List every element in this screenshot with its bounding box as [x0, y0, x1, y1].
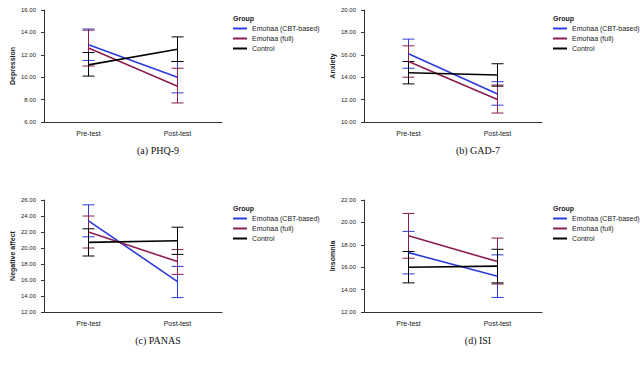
svg-text:Anxiety: Anxiety	[329, 53, 337, 78]
svg-text:14.00: 14.00	[21, 29, 37, 35]
svg-text:Group: Group	[553, 15, 574, 23]
svg-text:22.00: 22.00	[21, 229, 37, 235]
svg-text:18.00: 18.00	[341, 29, 357, 35]
svg-text:Control: Control	[252, 235, 275, 242]
svg-text:Emohaa (full): Emohaa (full)	[252, 225, 294, 233]
svg-text:14.00: 14.00	[21, 293, 37, 299]
svg-text:18.00: 18.00	[21, 261, 37, 267]
svg-text:Emohaa (CBT-based): Emohaa (CBT-based)	[572, 25, 640, 33]
svg-text:16.00: 16.00	[341, 52, 357, 58]
svg-text:Emohaa (full): Emohaa (full)	[572, 35, 614, 43]
svg-text:10.00: 10.00	[21, 74, 37, 80]
svg-text:Post-test: Post-test	[484, 130, 512, 137]
svg-text:Negative affect: Negative affect	[9, 230, 17, 280]
svg-text:Insomnia: Insomnia	[329, 241, 336, 272]
svg-text:Pre-test: Pre-test	[396, 320, 421, 327]
svg-text:(c) PANAS: (c) PANAS	[135, 335, 180, 347]
svg-text:Post-test: Post-test	[164, 320, 192, 327]
svg-text:(d) ISI: (d) ISI	[465, 335, 491, 347]
svg-text:Pre-test: Pre-test	[76, 320, 101, 327]
svg-text:8.00: 8.00	[24, 97, 36, 103]
svg-text:20.00: 20.00	[341, 7, 357, 13]
svg-text:(b) GAD-7: (b) GAD-7	[456, 145, 500, 157]
svg-text:6.00: 6.00	[24, 119, 36, 125]
svg-text:16.00: 16.00	[341, 264, 357, 270]
svg-text:12.00: 12.00	[341, 309, 357, 315]
svg-text:Control: Control	[252, 45, 275, 52]
svg-text:Control: Control	[572, 235, 595, 242]
svg-text:Emohaa (CBT-based): Emohaa (CBT-based)	[252, 25, 320, 33]
svg-text:(a) PHQ-9: (a) PHQ-9	[137, 145, 179, 157]
svg-text:Group: Group	[233, 15, 254, 23]
svg-text:12.00: 12.00	[21, 309, 37, 315]
svg-text:14.00: 14.00	[341, 287, 357, 293]
svg-text:20.00: 20.00	[341, 219, 357, 225]
svg-text:Post-test: Post-test	[484, 320, 512, 327]
svg-text:Emohaa (full): Emohaa (full)	[252, 35, 294, 43]
svg-text:26.00: 26.00	[21, 197, 37, 203]
svg-text:Control: Control	[572, 45, 595, 52]
svg-text:12.00: 12.00	[21, 52, 37, 58]
svg-text:Post-test: Post-test	[164, 130, 192, 137]
svg-text:Emohaa (CBT-based): Emohaa (CBT-based)	[572, 215, 640, 223]
svg-text:Emohaa (CBT-based): Emohaa (CBT-based)	[252, 215, 320, 223]
svg-text:16.00: 16.00	[21, 7, 37, 13]
svg-text:Pre-test: Pre-test	[76, 130, 101, 137]
svg-text:16.00: 16.00	[21, 277, 37, 283]
svg-text:18.00: 18.00	[341, 242, 357, 248]
svg-text:14.00: 14.00	[341, 74, 357, 80]
svg-text:Depression: Depression	[9, 47, 17, 85]
svg-text:20.00: 20.00	[21, 245, 37, 251]
svg-text:Group: Group	[553, 205, 574, 213]
svg-text:12.00: 12.00	[341, 97, 357, 103]
svg-text:24.00: 24.00	[21, 213, 37, 219]
svg-text:10.00: 10.00	[341, 119, 357, 125]
svg-text:22.00: 22.00	[341, 197, 357, 203]
svg-text:Pre-test: Pre-test	[396, 130, 421, 137]
svg-text:Emohaa (full): Emohaa (full)	[572, 225, 614, 233]
svg-text:Group: Group	[233, 205, 254, 213]
